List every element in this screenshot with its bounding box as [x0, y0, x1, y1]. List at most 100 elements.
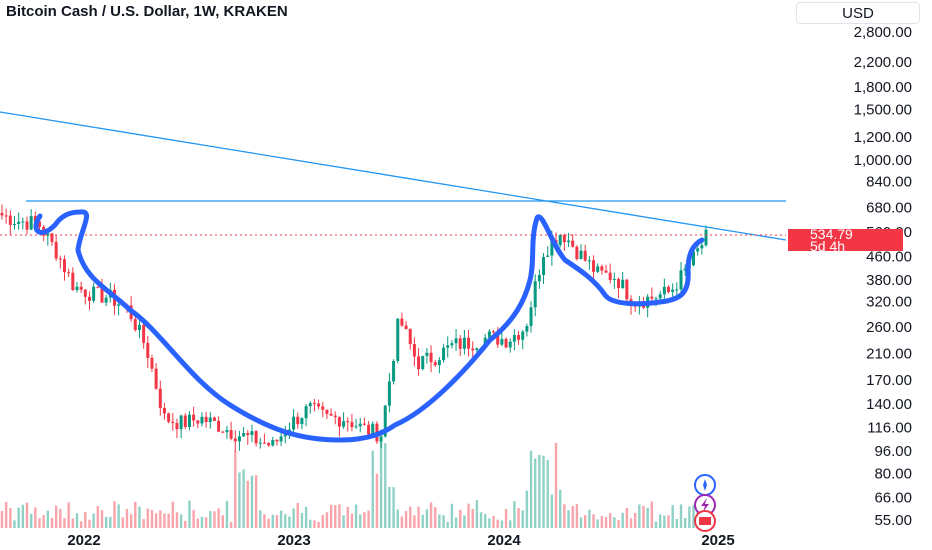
currency-selector[interactable]: USD: [796, 2, 920, 24]
candle-body: [667, 286, 671, 292]
candle-body: [183, 415, 187, 427]
candle-body: [317, 403, 321, 407]
candle-body: [192, 414, 196, 421]
volume-bar: [67, 502, 70, 528]
volume-bar: [0, 511, 4, 528]
volume-bar: [400, 516, 404, 528]
candle-body: [212, 417, 216, 421]
volume-bar: [92, 513, 95, 528]
volume-bar: [633, 512, 637, 528]
drawings: [0, 111, 787, 443]
volume-bar: [125, 509, 129, 528]
candle-body: [433, 362, 437, 366]
volume-bar: [667, 515, 670, 528]
candle-body: [400, 318, 404, 326]
time-tick-label: 2025: [701, 532, 734, 549]
volume-bar: [34, 507, 37, 528]
volume-bar: [367, 510, 370, 528]
volume-bar: [317, 521, 320, 528]
candle-body: [700, 245, 704, 249]
volume-bar: [138, 506, 141, 528]
sparkle-icon: [703, 479, 707, 491]
volume-bar: [238, 472, 241, 528]
volume-bar: [596, 519, 599, 528]
candle-body: [242, 433, 246, 437]
volume-bar: [359, 514, 362, 528]
volume-bar: [446, 521, 449, 528]
candle-body: [600, 266, 604, 271]
volume-bar: [529, 450, 533, 528]
time-tick-label: 2022: [67, 532, 100, 549]
candle-body: [608, 272, 612, 280]
candle-body: [175, 423, 179, 430]
price-tick-label: 2,200.00: [854, 54, 912, 71]
volume-bar: [388, 486, 391, 528]
candle-body: [504, 338, 508, 348]
volume-bar: [225, 500, 229, 528]
badge-countdown: 5d 4h: [810, 238, 845, 254]
candle-body: [621, 279, 625, 289]
volume-bar: [692, 504, 695, 528]
candle-body: [396, 318, 400, 361]
candle-body: [217, 420, 221, 432]
volume-bar: [479, 512, 483, 528]
volume-bar: [546, 459, 549, 528]
volume-bar: [621, 512, 624, 528]
volume-bar: [59, 508, 62, 528]
volume-bar: [25, 502, 29, 528]
volume-bar: [654, 521, 658, 528]
candle-body: [617, 278, 621, 289]
volume-bar: [504, 509, 508, 528]
candle-body: [79, 286, 83, 290]
candle-body: [171, 421, 175, 424]
volume-bar: [329, 504, 333, 528]
volume-bar: [334, 505, 337, 528]
candle-body: [137, 324, 141, 331]
volume-bar: [313, 520, 316, 528]
candle-body: [17, 221, 21, 224]
volume-bar: [250, 475, 254, 528]
candle-body: [596, 266, 600, 272]
price-tick-label: 320.00: [866, 293, 912, 310]
volume-bar: [550, 494, 554, 528]
candle-body: [512, 335, 516, 342]
event-icons[interactable]: [694, 474, 716, 532]
volume-bar: [471, 508, 474, 528]
volume-bar: [209, 511, 212, 528]
candle-body: [679, 270, 683, 290]
volume-bar: [454, 517, 458, 528]
price-axis: 2,800.00 2,200.00 1,800.00 1,500.00 1,200.00…: [854, 24, 912, 529]
candle-body: [250, 431, 254, 435]
volume-bar: [175, 512, 179, 528]
volume-bar: [96, 505, 100, 528]
volume-bar: [496, 519, 499, 528]
volume-bar: [559, 489, 562, 528]
candle-body: [283, 434, 287, 437]
candle-body: [442, 347, 446, 361]
candle-body: [425, 352, 429, 356]
candle-body: [158, 388, 162, 409]
volume-bar: [683, 517, 687, 528]
price-tick-label: 460.00: [866, 248, 912, 265]
volume-bar: [500, 520, 504, 528]
volume-bar: [4, 501, 8, 528]
candle-body: [346, 421, 350, 423]
candle-body: [567, 240, 571, 243]
volume-bar: [246, 480, 249, 528]
volume-bar: [513, 501, 516, 528]
volume-bar: [159, 510, 162, 528]
candle-body: [200, 416, 204, 424]
volume-bar: [534, 458, 537, 528]
candle-body: [8, 215, 12, 225]
candle-body: [325, 409, 329, 414]
volume-bar: [167, 513, 170, 528]
candle-body: [462, 337, 466, 349]
volume-bar: [46, 510, 50, 528]
candle-body: [271, 440, 275, 446]
candle-body: [96, 286, 100, 288]
candle-body: [546, 255, 550, 257]
candle-body: [254, 431, 258, 444]
volume-bar: [213, 511, 216, 528]
volume-bar: [50, 517, 54, 528]
